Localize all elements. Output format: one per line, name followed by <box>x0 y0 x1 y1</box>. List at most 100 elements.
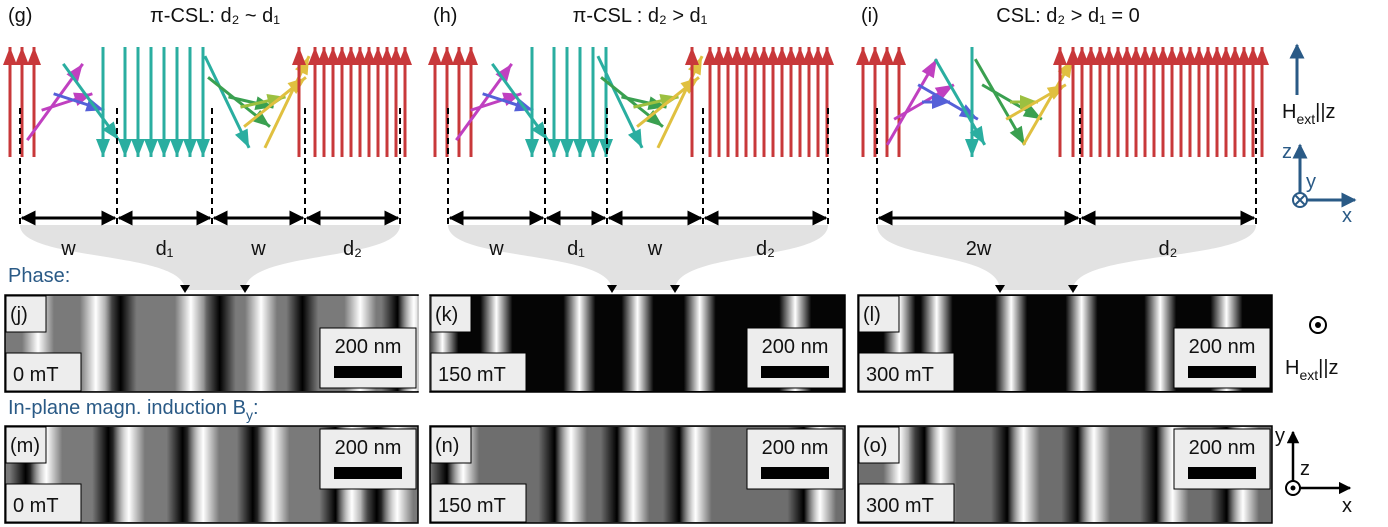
scale-bar <box>761 467 829 479</box>
spin-head <box>1009 125 1025 145</box>
spin-head <box>892 47 906 65</box>
spin-head <box>452 47 466 65</box>
field-value: 150 mT <box>438 364 506 386</box>
spin-head <box>757 47 771 65</box>
spin-head <box>440 47 454 65</box>
image-label: (n) <box>435 435 459 457</box>
spin-head <box>144 139 158 157</box>
spin-head <box>1147 47 1161 65</box>
scale-text: 200 nm <box>335 437 402 459</box>
stripe <box>245 296 278 391</box>
spin-head <box>292 47 306 65</box>
panel-label: (i) <box>861 5 879 27</box>
spin-head <box>66 63 83 83</box>
funnel-tip <box>995 285 1078 293</box>
stripe <box>112 427 145 522</box>
spin-head <box>1022 104 1042 120</box>
label-box <box>858 426 900 464</box>
spin-head <box>1246 47 1260 65</box>
scale-text: 200 nm <box>762 437 829 459</box>
funnel <box>877 225 1256 290</box>
cross <box>1294 194 1306 206</box>
spin-head <box>1165 47 1179 65</box>
field-out-dot <box>1315 322 1321 328</box>
scale-text: 200 nm <box>335 336 402 358</box>
dimension-label: d₁ <box>156 238 174 260</box>
stripe <box>1007 427 1040 522</box>
spin-head <box>921 59 937 79</box>
stripe <box>679 427 712 522</box>
z-label: z <box>1282 141 1292 163</box>
spin-head <box>389 47 403 65</box>
dimension-label: w <box>250 238 266 260</box>
field-box <box>5 352 82 392</box>
spin-head <box>1219 47 1233 65</box>
panel-label: (h) <box>433 5 457 27</box>
field-label-2: Hext||z <box>1285 357 1339 383</box>
dimension-label: d₂ <box>756 238 775 260</box>
field-box <box>430 483 527 523</box>
spin-head <box>784 47 798 65</box>
spin-head <box>627 128 643 148</box>
spin-head <box>251 109 270 127</box>
spin-head <box>1201 47 1215 65</box>
y-label-2: y <box>1275 425 1285 447</box>
dimension-label: w <box>488 238 504 260</box>
spin-head <box>932 95 950 109</box>
spin-head <box>380 47 394 65</box>
spin-head <box>586 139 600 157</box>
spin-head <box>969 125 985 145</box>
scale-text: 200 nm <box>1189 437 1256 459</box>
funnel <box>20 225 400 290</box>
field-value: 0 mT <box>13 364 59 386</box>
field-value: 0 mT <box>13 495 59 517</box>
stripe <box>621 296 654 391</box>
panel-title: π-CSL : d₂ > d₁ <box>573 5 708 27</box>
stripe <box>1144 296 1177 391</box>
spin-head <box>748 47 762 65</box>
spin-head <box>3 47 17 65</box>
scale-bar <box>1188 366 1256 378</box>
stripe <box>174 296 207 391</box>
funnel-tip <box>180 285 250 293</box>
scale-bar <box>334 467 402 479</box>
spin-head <box>934 84 954 100</box>
image-label: (k) <box>435 304 458 326</box>
spin-head <box>464 47 478 65</box>
spin-head <box>965 139 979 157</box>
spin-head <box>344 47 358 65</box>
spin-head <box>131 139 145 157</box>
spin-head <box>1066 47 1080 65</box>
image-label: (o) <box>863 435 887 457</box>
image-label: (m) <box>10 435 40 457</box>
stripe <box>79 296 112 391</box>
spin-head <box>739 47 753 65</box>
spin-head <box>766 47 780 65</box>
spin-head <box>1120 47 1134 65</box>
spin-head <box>680 77 699 95</box>
spin-head <box>287 77 306 95</box>
spin-head <box>1228 47 1242 65</box>
stripe <box>555 427 588 522</box>
scale-bar <box>761 366 829 378</box>
spin-head <box>1210 47 1224 65</box>
spin-head <box>721 47 735 65</box>
spin-head <box>362 47 376 65</box>
spin-head <box>703 47 717 65</box>
field-label: Hext||z <box>1282 101 1336 127</box>
spin-head <box>793 47 807 65</box>
phase-label: Phase: <box>8 265 70 287</box>
field-value: 300 mT <box>866 495 934 517</box>
field-box <box>430 352 527 392</box>
spin-head <box>170 139 184 157</box>
stripe <box>1077 427 1110 522</box>
label-box <box>5 426 47 464</box>
spin-head <box>1156 47 1170 65</box>
spin-head <box>183 139 197 157</box>
dimension-label: w <box>60 238 76 260</box>
spin-head <box>712 47 726 65</box>
spin-head <box>811 47 825 65</box>
dimension-label: d₂ <box>1159 238 1178 260</box>
field-box <box>858 483 955 523</box>
spin-head <box>234 128 250 148</box>
